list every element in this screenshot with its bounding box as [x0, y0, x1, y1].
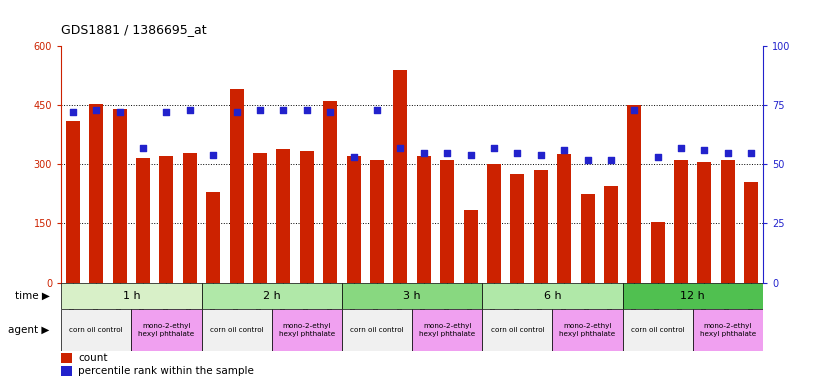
Bar — [744, 182, 758, 283]
Text: mono-2-ethyl
hexyl phthalate: mono-2-ethyl hexyl phthalate — [560, 323, 615, 337]
Text: agent ▶: agent ▶ — [8, 325, 50, 335]
Point — [66, 109, 79, 115]
Point — [254, 107, 267, 113]
Text: time ▶: time ▶ — [15, 291, 50, 301]
Bar — [721, 161, 735, 283]
Bar — [342, 309, 412, 351]
Bar — [159, 156, 174, 283]
Point — [441, 149, 454, 156]
Bar — [183, 152, 197, 283]
Bar — [604, 186, 618, 283]
Bar — [510, 174, 525, 283]
Text: mono-2-ethyl
hexyl phthalate: mono-2-ethyl hexyl phthalate — [279, 323, 335, 337]
Point — [90, 107, 103, 113]
Bar — [557, 154, 571, 283]
Point — [511, 149, 524, 156]
Point — [581, 157, 594, 163]
Bar — [482, 283, 623, 309]
Bar — [136, 159, 150, 283]
Text: 12 h: 12 h — [681, 291, 705, 301]
Text: percentile rank within the sample: percentile rank within the sample — [78, 366, 254, 376]
Text: 1 h: 1 h — [122, 291, 140, 301]
Bar — [272, 309, 342, 351]
Point — [675, 145, 688, 151]
Point — [370, 107, 384, 113]
Bar — [650, 222, 665, 283]
Bar — [417, 156, 431, 283]
Text: mono-2-ethyl
hexyl phthalate: mono-2-ethyl hexyl phthalate — [700, 323, 756, 337]
Text: corn oil control: corn oil control — [350, 327, 404, 333]
Text: corn oil control: corn oil control — [631, 327, 685, 333]
Text: mono-2-ethyl
hexyl phthalate: mono-2-ethyl hexyl phthalate — [139, 323, 194, 337]
Bar — [66, 121, 80, 283]
Bar — [347, 156, 361, 283]
Point — [300, 107, 313, 113]
Bar — [229, 89, 244, 283]
Bar — [698, 162, 712, 283]
Bar — [393, 70, 407, 283]
Bar — [61, 309, 131, 351]
Text: corn oil control: corn oil control — [490, 327, 544, 333]
Point — [487, 145, 500, 151]
Text: 2 h: 2 h — [263, 291, 281, 301]
Bar — [277, 149, 290, 283]
Bar — [113, 109, 126, 283]
Point — [230, 109, 243, 115]
Point — [324, 109, 337, 115]
Bar — [674, 161, 688, 283]
Bar — [61, 366, 73, 376]
Point — [136, 145, 149, 151]
Bar — [370, 161, 384, 283]
Bar — [412, 309, 482, 351]
Text: 6 h: 6 h — [543, 291, 561, 301]
Bar — [623, 283, 763, 309]
Text: corn oil control: corn oil control — [210, 327, 264, 333]
Text: mono-2-ethyl
hexyl phthalate: mono-2-ethyl hexyl phthalate — [419, 323, 475, 337]
Bar — [628, 105, 641, 283]
Bar — [534, 170, 548, 283]
Point — [394, 145, 407, 151]
Bar — [623, 309, 693, 351]
Point — [417, 149, 430, 156]
Point — [698, 147, 711, 153]
Point — [651, 154, 664, 160]
Point — [557, 147, 570, 153]
Bar — [131, 309, 202, 351]
Bar — [89, 104, 104, 283]
Bar — [693, 309, 763, 351]
Point — [464, 152, 477, 158]
Bar — [463, 210, 477, 283]
Bar — [342, 283, 482, 309]
Bar — [61, 353, 73, 363]
Point — [113, 109, 126, 115]
Bar — [61, 283, 202, 309]
Text: corn oil control: corn oil control — [69, 327, 123, 333]
Bar — [253, 152, 267, 283]
Text: count: count — [78, 353, 108, 363]
Bar — [202, 309, 272, 351]
Bar — [487, 164, 501, 283]
Point — [184, 107, 197, 113]
Point — [721, 149, 734, 156]
Bar — [206, 192, 220, 283]
Point — [277, 107, 290, 113]
Bar — [552, 309, 623, 351]
Text: GDS1881 / 1386695_at: GDS1881 / 1386695_at — [61, 23, 206, 36]
Bar — [323, 101, 337, 283]
Bar — [299, 151, 314, 283]
Bar — [440, 161, 455, 283]
Text: 3 h: 3 h — [403, 291, 421, 301]
Bar — [482, 309, 552, 351]
Point — [628, 107, 641, 113]
Point — [206, 152, 220, 158]
Point — [347, 154, 360, 160]
Point — [534, 152, 548, 158]
Bar — [580, 194, 595, 283]
Point — [605, 157, 618, 163]
Point — [745, 149, 758, 156]
Bar — [202, 283, 342, 309]
Point — [160, 109, 173, 115]
